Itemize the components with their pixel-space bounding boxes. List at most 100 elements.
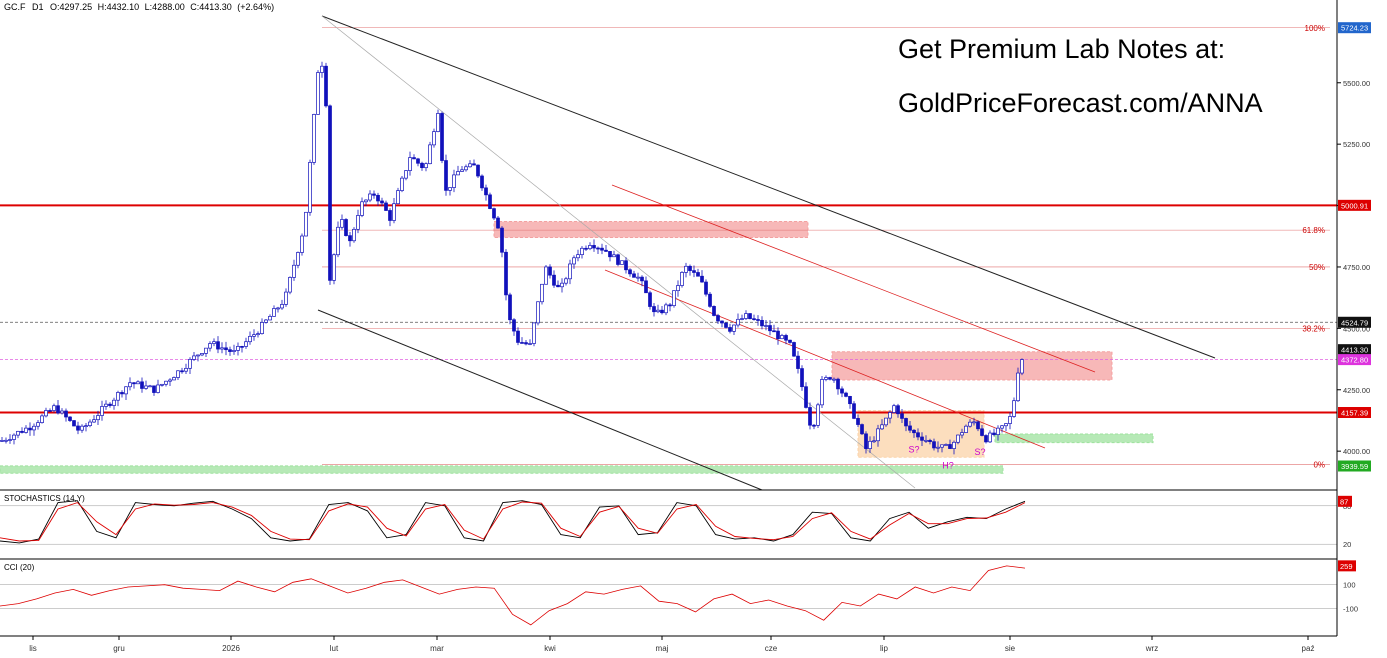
candle-body [488,194,492,209]
candle-body [912,429,916,434]
candle-body [560,282,564,288]
header-low: L:4288.00 [145,2,185,12]
candle-body [200,353,204,356]
support-zone [994,433,1154,444]
candle-body [412,157,416,160]
stochastics-tick-label: 20 [1343,540,1351,549]
candle-body [404,170,408,179]
candle-body [372,193,376,196]
candle-body [968,421,972,427]
candle-body [540,283,544,303]
candle-body [928,439,932,443]
candle-body [60,410,64,414]
promo-line-2: GoldPriceForecast.com/ANNA [898,88,1263,118]
candle-body [240,346,244,348]
candle-body [376,194,380,202]
candle-body [660,309,664,314]
candle-body [88,421,92,426]
candle-body [868,440,872,449]
candle-body [888,412,892,419]
stochastics-value-label: 87 [1340,497,1348,506]
candle-body [996,427,1000,435]
candle-body [704,281,708,295]
stochastics-d-line [0,501,1026,542]
candle-body [8,439,12,441]
candle-body [892,405,896,413]
candle-body [328,105,332,281]
candle-body [648,292,652,307]
candle-body [672,290,676,306]
candle-body [664,304,668,314]
candle-body [720,320,724,324]
candle-body [72,420,76,427]
candle-body [12,434,16,440]
candle-body [204,347,208,354]
candle-body [440,113,444,161]
candle-body [184,367,188,372]
header-symbol: GC.F [4,2,26,12]
channel-line-red [611,184,1096,373]
candle-body [172,377,176,381]
candle-body [608,251,612,258]
candle-body [764,325,768,327]
candle-body [820,379,824,406]
candle-body [680,272,684,286]
candle-body [784,335,788,341]
candle-body [616,254,620,265]
y-tick-label: 4000.00 [1343,447,1370,456]
candle-body [828,377,832,380]
price-badge-label: 4524.79 [1341,318,1368,327]
candle-body [676,285,680,292]
candle-body [316,72,320,115]
candle-body [788,339,792,343]
candle-body [816,404,820,426]
price-badge [1338,354,1371,366]
candle-body [1000,425,1004,429]
candle-body [760,319,764,327]
candle-body [740,318,744,320]
candle-body [388,210,392,221]
candle-body [272,308,276,317]
stochastics-panel: STOCHASTICS (14,Y)208087 [0,494,1352,549]
candle-body [216,341,220,350]
candle-body [876,428,880,442]
candle-body [456,171,460,176]
candle-body [728,327,732,332]
candle-body [392,203,396,221]
candle-body [936,446,940,449]
candle-body [192,355,196,360]
candle-body [0,440,4,442]
candle-body [380,200,384,204]
candle-body [880,424,884,430]
candle-body [584,247,588,250]
candle-body [884,417,888,426]
candle-body [416,158,420,164]
candle-body [112,399,116,406]
candle-body [180,370,184,373]
cci-tick-label: 100 [1343,581,1356,590]
candle-body [256,333,260,336]
candle-body [116,392,120,401]
candle-body [632,273,636,278]
price-badge [1338,344,1371,356]
candle-body [1008,416,1012,424]
candle-body [132,382,136,385]
candle-body [508,294,512,321]
x-tick-label: gru [113,644,125,653]
candle-body [612,254,616,258]
fib-label: 100% [1305,24,1325,33]
candle-body [944,444,948,446]
candle-body [484,187,488,196]
stochastics-title: STOCHASTICS (14,Y) [4,494,85,503]
candle-body [992,432,996,435]
x-tick-label: 2026 [222,644,240,653]
candle-body [144,385,148,389]
candle-body [736,318,740,326]
candle-body [696,272,700,277]
candle-body [80,425,84,431]
candle-body [268,316,272,321]
candle-body [564,278,568,284]
price-badge-label: 4372.80 [1341,356,1368,365]
candle-body [436,113,440,132]
